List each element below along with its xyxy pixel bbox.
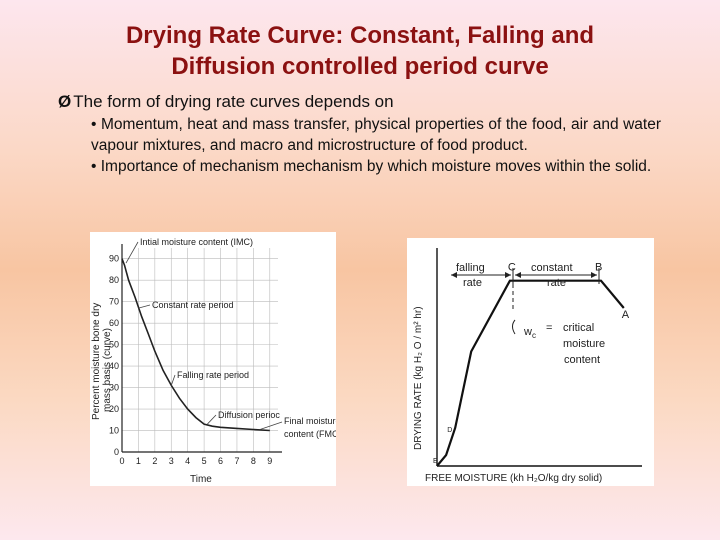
critical-text-3: content [564, 354, 600, 366]
title-line-2: Diffusion controlled period curve [171, 53, 549, 80]
x-tick-label: 0 [119, 456, 124, 466]
drying-rate-y-label: DRYING RATE (kg H₂ O / m² hr) [413, 306, 424, 450]
annotation-leader [125, 241, 139, 264]
x-tick-label: 1 [136, 456, 141, 466]
critical-bracket [512, 319, 516, 335]
annotation-leader [207, 414, 217, 425]
y-tick-label: 70 [109, 297, 119, 307]
point-label: C [508, 262, 516, 274]
moisture-time-x-ticks: 0 1 2 3 4 5 6 7 8 9 [119, 456, 272, 466]
critical-text-2: moisture [563, 338, 605, 350]
x-tick-label: 6 [218, 456, 223, 466]
main-bullet-text: The form of drying rate curves depends o… [73, 92, 394, 111]
x-tick-label: 4 [185, 456, 190, 466]
sub-bullet-1: • Momentum, heat and mass transfer, phys… [91, 116, 661, 154]
x-tick-label: 5 [202, 456, 207, 466]
annotation-imc: Intial moisture content (IMC) [140, 237, 253, 247]
point-label: D [447, 427, 452, 434]
sub-bullets: • Momentum, heat and mass transfer, phys… [91, 114, 661, 177]
y-tick-label: 80 [109, 275, 119, 285]
main-bullet: Ø The form of drying rate curves depends … [58, 92, 394, 112]
constant-rate-label: rate [547, 277, 566, 289]
annotation-leader [170, 374, 176, 386]
drying-rate-x-label: FREE MOISTURE (kh H₂O/kg dry solid) [425, 473, 602, 484]
y-tick-label: 0 [114, 447, 119, 457]
y-tick-label: 30 [109, 383, 119, 393]
falling-rate-label: rate [463, 277, 482, 289]
x-axis-label: Time [190, 474, 212, 485]
arrow-bullet-icon: Ø [58, 92, 72, 111]
slide-title: Drying Rate Curve: Constant, Falling and… [0, 20, 720, 82]
x-tick-label: 8 [251, 456, 256, 466]
annotation-leader [138, 304, 151, 309]
title-line-1: Drying Rate Curve: Constant, Falling and [125, 22, 595, 49]
drying-rate-curve [436, 279, 625, 467]
annotation-fmc-2: content (FMC) [284, 429, 336, 439]
drying-rate-chart: E D C B A falling rate constant rate wc = cr… [407, 238, 654, 486]
moisture-time-chart: 0 10 20 30 40 50 60 70 80 90 0 1 2 3 4 5 6 7 8 9 Percent m… [90, 232, 342, 486]
y-tick-label: 40 [109, 361, 119, 371]
annotation-diffusion: Diffusion perioc [218, 410, 280, 420]
x-tick-label: 2 [152, 456, 157, 466]
y-axis-label-1: Percent moisture bone dry [91, 303, 102, 420]
annotation-falling-rate: Falling rate period [177, 370, 249, 380]
y-tick-label: 20 [109, 404, 119, 414]
critical-text-1: critical [563, 322, 594, 334]
point-label: E [433, 458, 438, 465]
critical-symbol: wc [523, 326, 536, 340]
annotation-leaders [125, 241, 283, 430]
x-tick-label: 3 [169, 456, 174, 466]
y-tick-label: 90 [109, 254, 119, 264]
moisture-time-curve [121, 258, 270, 432]
drying-rate-axes [436, 248, 642, 467]
moisture-time-y-ticks: 0 10 20 30 40 50 60 70 80 90 [109, 254, 119, 457]
constant-label: constant [531, 262, 573, 274]
critical-equals: = [546, 322, 552, 334]
annotation-leader [259, 421, 283, 430]
x-tick-label: 7 [234, 456, 239, 466]
y-tick-label: 60 [109, 318, 119, 328]
point-label: A [622, 309, 630, 321]
y-axis-label-2: mass basis (curve) [102, 328, 113, 412]
sub-bullet-2: • Importance of mechanism mechanism by w… [91, 158, 652, 175]
drying-rate-point-labels: E D C B A [433, 262, 630, 465]
falling-label: falling [456, 262, 485, 274]
annotation-constant-rate: Constant rate period [152, 300, 234, 310]
y-tick-label: 50 [109, 340, 119, 350]
moisture-time-axes [121, 244, 282, 453]
point-label: B [595, 262, 602, 274]
annotation-fmc-1: Final moisture [284, 416, 336, 426]
x-tick-label: 9 [267, 456, 272, 466]
y-tick-label: 10 [109, 426, 119, 436]
